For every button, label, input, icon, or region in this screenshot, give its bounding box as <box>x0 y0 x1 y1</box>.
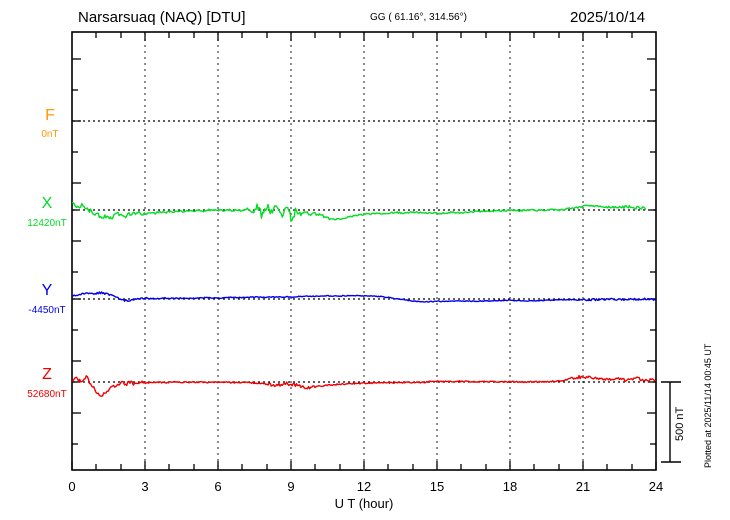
component-value-f: 0nT <box>41 129 58 140</box>
trace-x <box>71 201 647 222</box>
y-axis-ticks-left <box>72 58 81 445</box>
component-legend-x: X 12420nT <box>27 195 66 229</box>
component-label-f: F <box>45 107 55 124</box>
y-axis-ticks-right <box>647 58 656 445</box>
component-label-y: Y <box>42 282 53 299</box>
component-value-x: 12420nT <box>27 218 66 229</box>
x-axis-ticks-top <box>95 32 633 41</box>
component-legend-y: Y -4450nT <box>28 282 65 316</box>
page-title: Narsarsuaq (NAQ) [DTU] <box>78 9 246 26</box>
component-legend-f: F 0nT <box>41 107 58 140</box>
x-tick-21: 21 <box>576 479 590 494</box>
scale-bar <box>661 381 681 463</box>
geographic-coordinates: GG ( 61.16°, 314.56°) <box>370 12 467 23</box>
component-value-z: 52680nT <box>27 389 66 400</box>
x-tick-3: 3 <box>141 479 148 494</box>
x-tick-18: 18 <box>503 479 517 494</box>
x-axis-ticks <box>71 461 657 470</box>
component-label-z: Z <box>42 366 52 383</box>
component-legend-z: Z 52680nT <box>27 366 66 400</box>
x-tick-12: 12 <box>357 479 371 494</box>
x-tick-0: 0 <box>68 479 75 494</box>
vertical-gridlines <box>144 33 584 469</box>
plot-frame <box>71 31 657 471</box>
component-label-x: X <box>42 195 53 212</box>
scale-bar-label: 500 nT <box>674 406 686 441</box>
x-tick-9: 9 <box>287 479 294 494</box>
x-axis-tick-labels: 0 3 6 9 12 15 18 21 24 <box>68 479 663 494</box>
trace-y <box>71 291 657 303</box>
observation-date: 2025/10/14 <box>570 9 645 26</box>
component-value-y: -4450nT <box>28 305 65 316</box>
x-tick-15: 15 <box>430 479 444 494</box>
x-tick-6: 6 <box>214 479 221 494</box>
x-tick-24: 24 <box>649 479 663 494</box>
plotted-at-label: Plotted at 2025/11/14 00:45 UT <box>703 343 713 468</box>
x-axis-title: U T (hour) <box>335 496 394 511</box>
trace-z <box>71 374 657 397</box>
